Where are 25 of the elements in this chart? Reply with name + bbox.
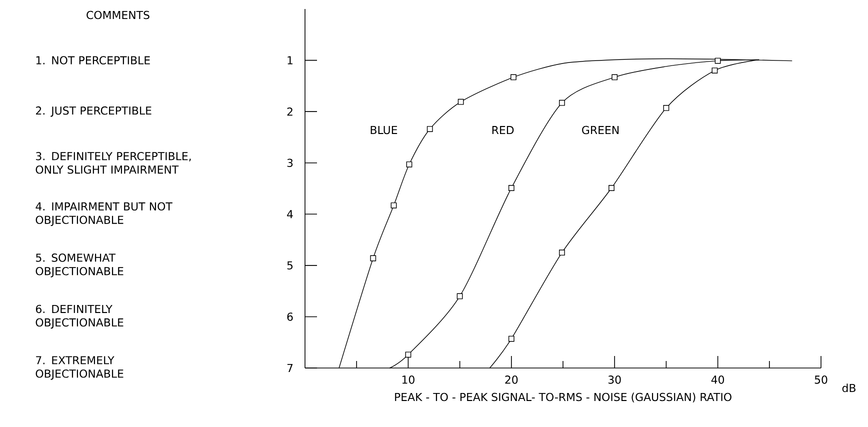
y-tick-label: 5 bbox=[287, 261, 293, 270]
x-axis-title: PEAK - TO - PEAK SIGNAL- TO-RMS - NOISE (GAUSSIAN) RATIO bbox=[395, 392, 732, 402]
text: BLUE bbox=[370, 126, 398, 134]
text: 6. DEFINITELY OBJECTIONABLE bbox=[36, 304, 124, 329]
y-tick-label: 4 bbox=[287, 210, 293, 218]
y-tick-label: 2 bbox=[287, 108, 292, 116]
text: 7. EXTREMELY OBJECTIONABLE bbox=[36, 356, 124, 380]
y-tick-label: 6 bbox=[287, 312, 293, 321]
y-tick-label: 3 bbox=[287, 158, 293, 168]
text: 1. NOT PERCEPTIBLE bbox=[36, 56, 150, 64]
text: 4. IMPAIRMENT BUT NOT OBJECTIONABLE bbox=[36, 202, 172, 226]
text: COMMENTS bbox=[86, 10, 150, 20]
x-tick-label: 30 bbox=[608, 376, 621, 384]
y-tick-label: 7 bbox=[287, 364, 293, 372]
text: 3. DEFINITELY PERCEPTIBLE, ONLY SLIGHT IMPAIRMENT bbox=[36, 152, 191, 174]
text: dB bbox=[842, 384, 856, 392]
text: GREEN bbox=[582, 126, 619, 134]
text: 5. SOMEWHAT OBJECTIONABLE bbox=[36, 254, 124, 278]
text: 2. JUST PERCEPTIBLE bbox=[36, 106, 152, 117]
text: RED bbox=[492, 126, 514, 134]
x-tick-label: 10 bbox=[402, 376, 414, 384]
x-tick-label: 50 bbox=[814, 376, 828, 384]
y-tick-label: 1 bbox=[288, 56, 292, 64]
x-tick-label: 40 bbox=[711, 376, 724, 384]
x-tick-label: 20 bbox=[505, 376, 518, 384]
